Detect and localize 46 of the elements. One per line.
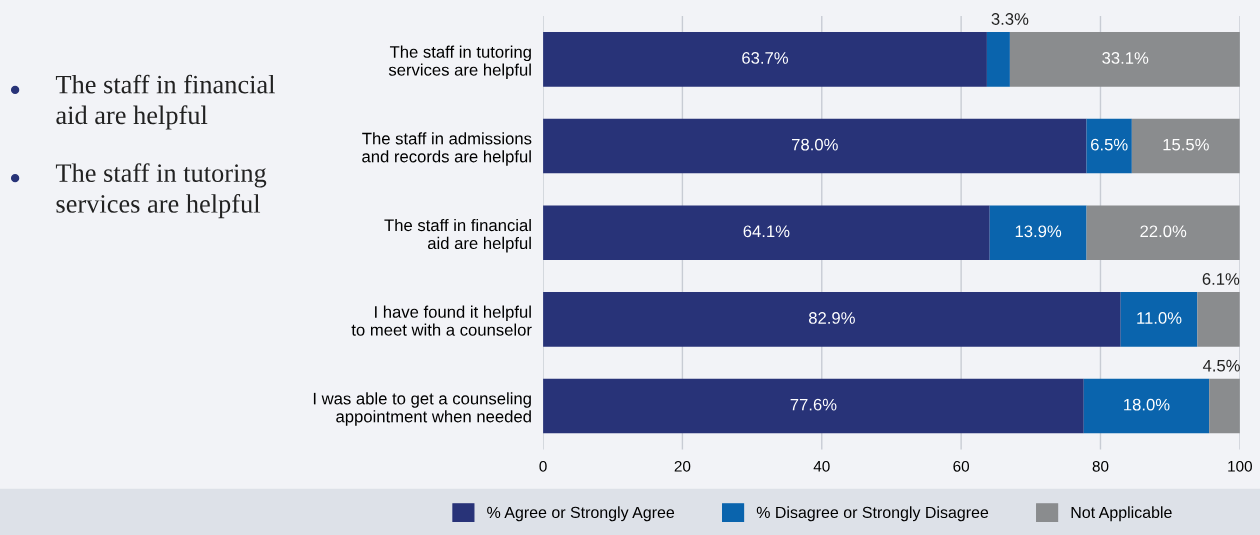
bar	[543, 32, 987, 87]
bar	[1209, 378, 1240, 434]
y-tick-label: The staff in admissions and records are helpful	[362, 132, 532, 166]
bar	[1083, 378, 1210, 434]
x-tick-label: 80	[1092, 460, 1109, 472]
y-tick-label: I was able to get a counseling appointment when needed	[313, 392, 531, 426]
data-label: 22.0%	[1140, 225, 1187, 238]
data-label: 6.5%	[1091, 138, 1128, 151]
bar	[1131, 118, 1240, 174]
legend-label: Not Applicable	[1071, 506, 1172, 522]
x-tick-label: 20	[674, 460, 691, 472]
legend-label: % Agree or Strongly Agree	[487, 506, 675, 522]
data-label: 11.0%	[1137, 312, 1182, 324]
y-tick-label: The staff in financial aid are helpful	[384, 218, 531, 253]
bar	[989, 205, 1087, 261]
data-label: 63.7%	[742, 52, 789, 64]
bar	[1197, 292, 1240, 347]
x-tick-label: 0	[539, 460, 547, 472]
data-label: 33.1%	[1102, 52, 1149, 64]
data-label: 78.0%	[792, 138, 838, 151]
bar	[543, 118, 1087, 174]
x-tick-label: 100	[1228, 460, 1252, 472]
x-tick-label: 40	[813, 460, 830, 472]
legend-label: % Disagree or Strongly Disagree	[756, 506, 989, 522]
bar	[1086, 205, 1240, 261]
data-label: 15.5%	[1163, 138, 1209, 151]
data-label: 3.3%	[991, 13, 1029, 25]
bar	[543, 378, 1084, 434]
bar	[543, 205, 990, 261]
data-label: 64.1%	[743, 225, 790, 238]
text: The staff in tutoring services are helpful	[55, 163, 267, 219]
data-label: 82.9%	[808, 312, 855, 324]
bar	[543, 292, 1121, 347]
bar	[1086, 118, 1132, 174]
data-label: 18.0%	[1124, 398, 1170, 411]
bar	[986, 32, 1010, 87]
y-tick-label: I have found it helpful to meet with a counselor	[351, 305, 532, 336]
data-label: 13.9%	[1015, 225, 1062, 238]
bar	[1120, 292, 1198, 347]
bar	[1009, 32, 1240, 87]
data-label: 77.6%	[790, 398, 837, 411]
data-label: 6.1%	[1202, 273, 1240, 285]
text: The staff in financial aid are helpful	[55, 74, 275, 130]
y-tick-label: The staff in tutoring services are helpful	[388, 45, 531, 80]
data-label: 4.5%	[1202, 359, 1240, 372]
x-tick-label: 60	[953, 460, 970, 472]
